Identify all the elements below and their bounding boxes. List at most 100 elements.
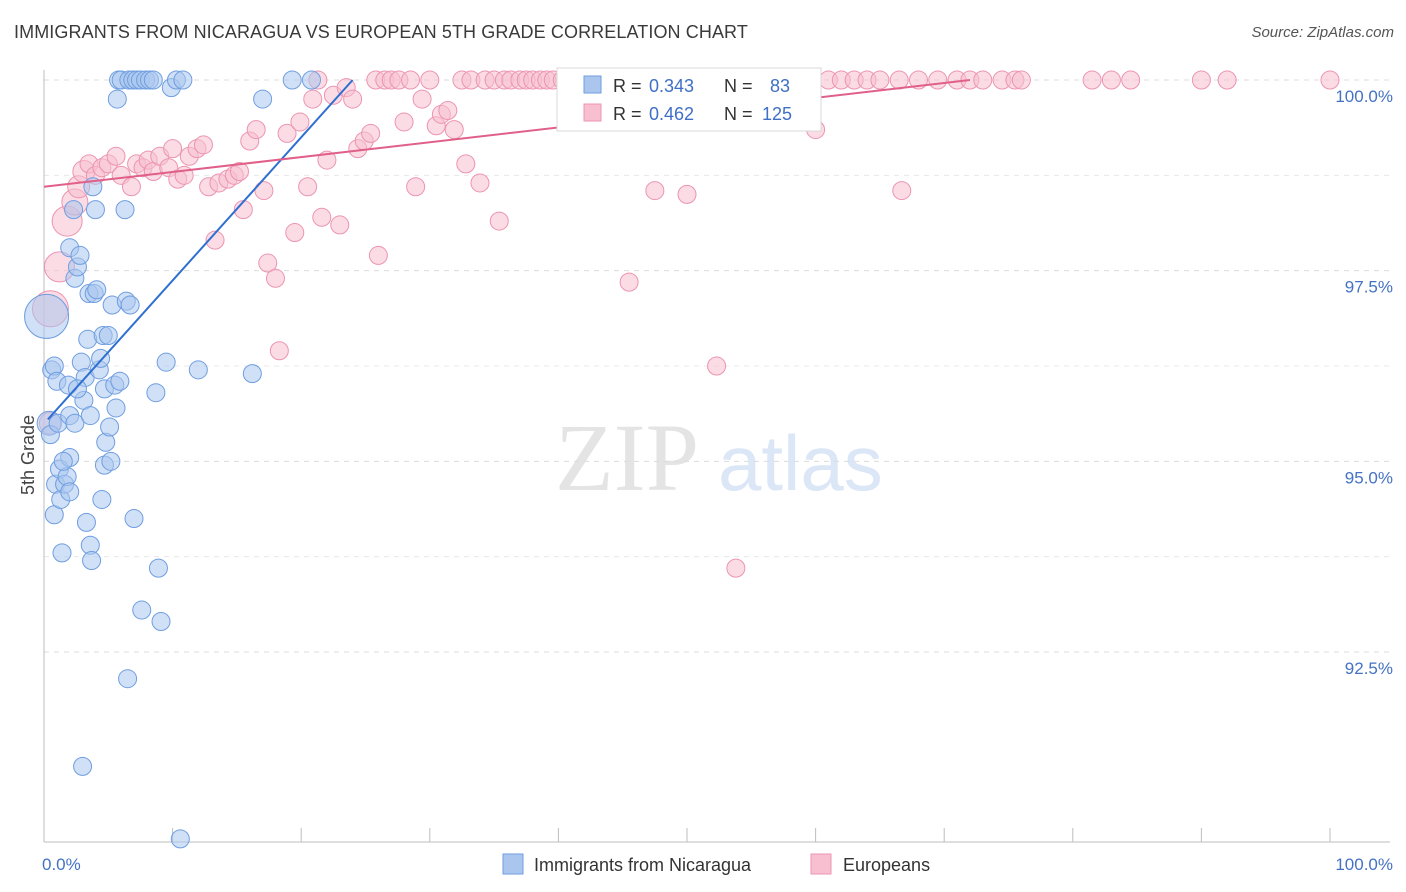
- europeans-point-114: [928, 70, 948, 90]
- europeans-point-66: [438, 101, 458, 121]
- legend-label-nicaragua: Immigrants from Nicaragua: [534, 855, 752, 875]
- europeans-trendline: [43, 79, 971, 188]
- nicaragua-point-79: [282, 70, 302, 90]
- europeans-point-31: [229, 162, 249, 182]
- europeans-point-132: [892, 181, 912, 201]
- legend-swatch-europeans: [810, 853, 832, 875]
- europeans-point-124: [1191, 70, 1211, 90]
- tick-labels: 92.5% 95.0% 97.5% 100.0% 0.0% 100.0%: [42, 87, 1393, 874]
- stats-n-value-pink: 125: [762, 104, 792, 124]
- nicaragua-point-23: [70, 245, 90, 265]
- europeans-point-45: [312, 207, 332, 227]
- y-tick-label-3: 100.0%: [1335, 87, 1393, 106]
- nicaragua-point-68: [146, 383, 166, 403]
- nicaragua-point-36: [85, 200, 105, 220]
- nicaragua-point-78: [253, 89, 273, 109]
- europeans-point-40: [285, 223, 305, 243]
- europeans-point-60: [401, 70, 421, 90]
- nicaragua-point-67: [143, 70, 163, 90]
- bottom-legend: Immigrants from Nicaragua Europeans: [502, 853, 930, 875]
- nicaragua-point-20: [65, 413, 85, 433]
- europeans-point-35: [254, 181, 274, 201]
- europeans-point-27: [205, 230, 225, 250]
- nicaragua-point-37: [87, 280, 107, 300]
- legend-label-europeans: Europeans: [843, 855, 930, 875]
- stats-n-value-blue: 83: [770, 76, 790, 96]
- nicaragua-point-33: [82, 550, 102, 570]
- europeans-point-36: [258, 253, 278, 273]
- europeans-point-121: [1082, 70, 1102, 90]
- nicaragua-point-59: [120, 295, 140, 315]
- nicaragua-point-31: [80, 406, 100, 426]
- europeans-point-20: [163, 139, 183, 159]
- source-label: Source: ZipAtlas.com: [1251, 24, 1394, 41]
- stats-r-value-pink: 0.462: [649, 104, 694, 124]
- nicaragua-point-46: [100, 417, 120, 437]
- y-tick-label-1: 95.0%: [1345, 468, 1393, 487]
- nicaragua-point-50: [106, 398, 126, 418]
- europeans-point-53: [361, 123, 381, 143]
- nicaragua-point-26: [73, 756, 93, 776]
- y-tick-label-0: 92.5%: [1345, 659, 1393, 678]
- x-tick-label-0: 0.0%: [42, 855, 81, 874]
- europeans-point-127: [645, 181, 665, 201]
- europeans-point-130: [707, 356, 727, 376]
- europeans-point-62: [412, 89, 432, 109]
- stats-r-label-blue: R =: [613, 76, 642, 96]
- y-tick-label-2: 97.5%: [1345, 278, 1393, 297]
- nicaragua-point-19: [64, 200, 84, 220]
- europeans-point-42: [298, 177, 318, 197]
- europeans-point-125: [1217, 70, 1237, 90]
- europeans-point-74: [489, 211, 509, 231]
- nicaragua-point-76: [188, 360, 208, 380]
- nicaragua-point-18: [60, 482, 80, 502]
- nicaragua-point-70: [151, 611, 171, 631]
- europeans-point-128: [677, 184, 697, 204]
- nicaragua-points: [24, 70, 321, 849]
- nicaragua-point-69: [148, 558, 168, 578]
- europeans-point-112: [889, 70, 909, 90]
- europeans-point-67: [444, 120, 464, 140]
- nicaragua-point-53: [110, 371, 130, 391]
- europeans-point-25: [193, 135, 213, 155]
- watermark-zip: ZIP: [555, 404, 699, 511]
- europeans-point-55: [368, 245, 388, 265]
- nicaragua-point-40: [92, 489, 112, 509]
- chart-title: IMMIGRANTS FROM NICARAGUA VS EUROPEAN 5T…: [14, 22, 748, 42]
- europeans-point-50: [343, 89, 363, 109]
- nicaragua-point-64: [132, 600, 152, 620]
- x-tick-label-1: 100.0%: [1335, 855, 1393, 874]
- stats-legend-pink-swatch: [583, 103, 602, 122]
- europeans-point-59: [394, 112, 414, 132]
- europeans-point-120: [1011, 70, 1031, 90]
- nicaragua-point-39: [91, 348, 111, 368]
- nicaragua-point-75: [173, 70, 193, 90]
- nicaragua-point-82: [67, 379, 87, 399]
- nicaragua-point-61: [124, 509, 144, 529]
- europeans-point-43: [303, 89, 323, 109]
- europeans-point-13: [121, 177, 141, 197]
- stats-legend-blue-swatch: [583, 75, 602, 94]
- europeans-point-71: [470, 173, 490, 193]
- europeans-point-111: [870, 70, 890, 90]
- trendlines: [43, 79, 971, 421]
- watermark-atlas: atlas: [718, 419, 883, 507]
- nicaragua-point-51: [107, 89, 127, 109]
- nicaragua-point-77: [242, 364, 262, 384]
- europeans-point-117: [973, 70, 993, 90]
- nicaragua-trendline: [47, 79, 354, 421]
- stats-legend: R = 0.343 N = 83 R = 0.462 N = 125: [556, 67, 822, 132]
- europeans-point-69: [456, 154, 476, 174]
- stats-r-value-blue: 0.343: [649, 76, 694, 96]
- axes: [43, 70, 1390, 843]
- europeans-point-39: [277, 123, 297, 143]
- nicaragua-point-81: [53, 451, 73, 471]
- nicaragua-point-58: [118, 669, 138, 689]
- europeans-point-34: [246, 120, 266, 140]
- y-axis-label: 5th Grade: [18, 415, 38, 495]
- europeans-point-38: [269, 341, 289, 361]
- stats-r-label-pink: R =: [613, 104, 642, 124]
- nicaragua-point-74: [170, 829, 190, 849]
- europeans-point-129: [619, 272, 639, 292]
- legend-swatch-nicaragua: [502, 853, 524, 875]
